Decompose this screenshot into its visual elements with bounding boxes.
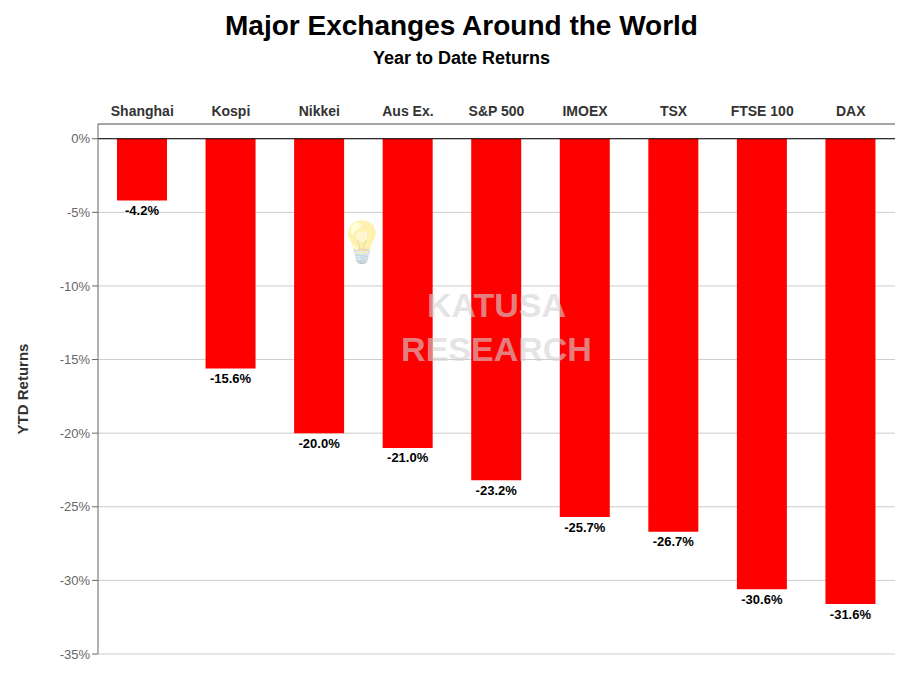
svg-text:-23.2%: -23.2%	[476, 483, 518, 498]
svg-text:-4.2%: -4.2%	[125, 203, 159, 218]
svg-text:Shanghai: Shanghai	[111, 103, 174, 119]
svg-text:0%: 0%	[71, 131, 90, 146]
svg-text:-5%: -5%	[67, 205, 91, 220]
svg-text:-15.6%: -15.6%	[210, 371, 252, 386]
svg-text:-25.7%: -25.7%	[564, 520, 606, 535]
svg-text:Aus Ex.: Aus Ex.	[382, 103, 433, 119]
svg-text:-30.6%: -30.6%	[741, 592, 783, 607]
svg-text:Kospi: Kospi	[211, 103, 250, 119]
svg-text:Nikkei: Nikkei	[299, 103, 340, 119]
html-text:KATUSA RESEARCH: KATUSA RESEARCH	[401, 286, 592, 369]
svg-text:-26.7%: -26.7%	[653, 534, 695, 549]
svg-text:-31.6%: -31.6%	[830, 607, 872, 622]
svg-text:-15%: -15%	[60, 352, 91, 367]
svg-text:-21.0%: -21.0%	[387, 450, 429, 465]
svg-text:YTD Returns: YTD Returns	[14, 344, 31, 435]
svg-text:S&P 500: S&P 500	[469, 103, 525, 119]
svg-text:IMOEX: IMOEX	[562, 103, 608, 119]
svg-text:TSX: TSX	[660, 103, 688, 119]
svg-text:DAX: DAX	[836, 103, 866, 119]
svg-text:-20.0%: -20.0%	[299, 436, 341, 451]
svg-text:FTSE 100: FTSE 100	[731, 103, 794, 119]
svg-text:-20%: -20%	[60, 426, 91, 441]
svg-text:-35%: -35%	[60, 647, 91, 662]
svg-text:-30%: -30%	[60, 573, 91, 588]
html-text:Year to Date Returns: Year to Date Returns	[373, 48, 550, 68]
html-text:Major Exchanges Around the Wor: Major Exchanges Around the World	[225, 10, 698, 41]
svg-text:-25%: -25%	[60, 499, 91, 514]
svg-text:-10%: -10%	[60, 279, 91, 294]
